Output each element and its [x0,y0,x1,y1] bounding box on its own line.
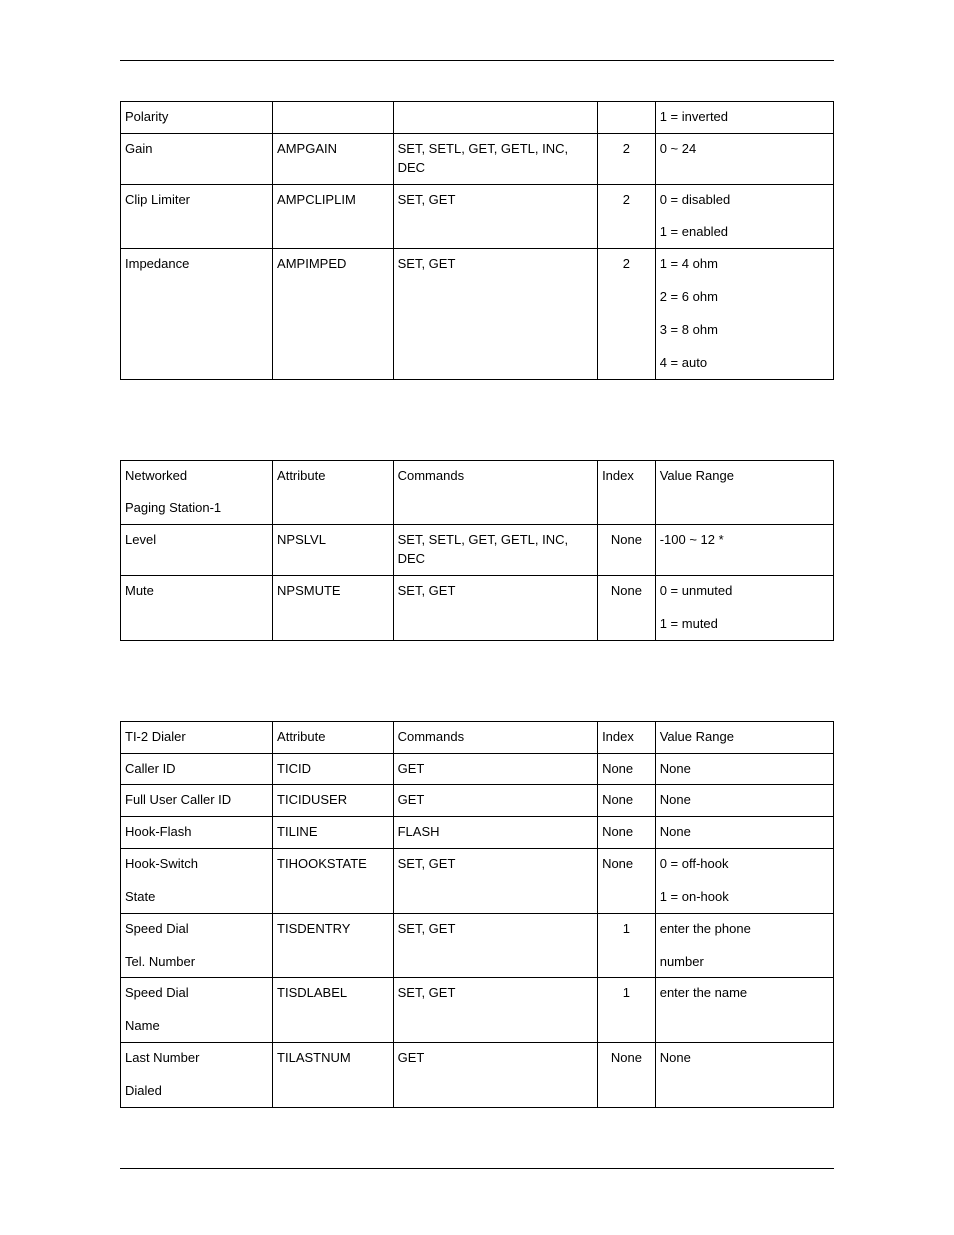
cell-name: Clip Limiter [121,184,273,249]
cell-attribute: TILASTNUM [273,1043,394,1108]
cell-value-range: None [655,817,833,849]
table-row: Full User Caller IDTICIDUSERGETNoneNone [121,785,834,817]
cell-index: None [598,849,656,914]
cell-value-range: enter the name [655,978,833,1043]
cell-value-range: None [655,785,833,817]
table-nps-body: NetworkedPaging Station-1AttributeComman… [121,460,834,640]
cell-index: None [598,575,656,640]
cell-commands: SET, GET [393,184,597,249]
cell-commands: SET, SETL, GET, GETL, INC, DEC [393,525,597,576]
cell-name: TI-2 Dialer [121,721,273,753]
cell-attribute: Attribute [273,460,394,525]
cell-name: NetworkedPaging Station-1 [121,460,273,525]
cell-value-range: Value Range [655,721,833,753]
cell-attribute: TISDLABEL [273,978,394,1043]
cell-commands: SET, SETL, GET, GETL, INC, DEC [393,133,597,184]
cell-value-range: None [655,753,833,785]
cell-name: Level [121,525,273,576]
cell-value-range: 0 = disabled1 = enabled [655,184,833,249]
cell-commands: GET [393,1043,597,1108]
cell-attribute: TICIDUSER [273,785,394,817]
cell-attribute: AMPGAIN [273,133,394,184]
cell-value-range: None [655,1043,833,1108]
cell-commands: GET [393,753,597,785]
table-row: LevelNPSLVLSET, SETL, GET, GETL, INC, DE… [121,525,834,576]
cell-attribute: NPSLVL [273,525,394,576]
table-row: TI-2 DialerAttributeCommandsIndexValue R… [121,721,834,753]
table-row: MuteNPSMUTESET, GETNone0 = unmuted1 = mu… [121,575,834,640]
cell-commands: SET, GET [393,978,597,1043]
cell-index: Index [598,460,656,525]
cell-commands: Commands [393,721,597,753]
cell-index: 2 [598,133,656,184]
cell-name: Mute [121,575,273,640]
cell-name: Speed DialTel. Number [121,913,273,978]
cell-commands: GET [393,785,597,817]
cell-index: None [598,785,656,817]
cell-value-range: 0 = unmuted1 = muted [655,575,833,640]
table-ti2-body: TI-2 DialerAttributeCommandsIndexValue R… [121,721,834,1107]
cell-name: Last NumberDialed [121,1043,273,1108]
cell-commands: Commands [393,460,597,525]
table-row: Last NumberDialedTILASTNUMGETNoneNone [121,1043,834,1108]
cell-attribute [273,102,394,134]
cell-index: None [598,817,656,849]
cell-commands: FLASH [393,817,597,849]
cell-index: None [598,525,656,576]
cell-attribute: TICID [273,753,394,785]
cell-value-range: 0 ~ 24 [655,133,833,184]
cell-index: Index [598,721,656,753]
table-row: Caller IDTICIDGETNoneNone [121,753,834,785]
cell-commands: SET, GET [393,249,597,379]
table-row: Speed DialNameTISDLABELSET, GET1enter th… [121,978,834,1043]
cell-attribute: TISDENTRY [273,913,394,978]
cell-value-range: Value Range [655,460,833,525]
table-amp: Polarity1 = invertedGainAMPGAINSET, SETL… [120,101,834,380]
table-row: Polarity 1 = inverted [121,102,834,134]
table-row: NetworkedPaging Station-1AttributeComman… [121,460,834,525]
bottom-rule [120,1168,834,1169]
cell-attribute: Attribute [273,721,394,753]
table-row: Clip LimiterAMPCLIPLIMSET, GET20 = disab… [121,184,834,249]
cell-index: None [598,1043,656,1108]
cell-index: 1 [598,978,656,1043]
cell-value-range: -100 ~ 12 * [655,525,833,576]
cell-value-range: 1 = 4 ohm2 = 6 ohm3 = 8 ohm4 = auto [655,249,833,379]
cell-value-range: enter the phonenumber [655,913,833,978]
cell-index: 2 [598,184,656,249]
cell-attribute: AMPIMPED [273,249,394,379]
cell-attribute: NPSMUTE [273,575,394,640]
table-row: ImpedanceAMPIMPEDSET, GET21 = 4 ohm2 = 6… [121,249,834,379]
cell-name: Hook-Flash [121,817,273,849]
cell-name: Impedance [121,249,273,379]
table-row: Hook-FlashTILINEFLASHNoneNone [121,817,834,849]
cell-name: Caller ID [121,753,273,785]
cell-attribute: AMPCLIPLIM [273,184,394,249]
table-row: Speed DialTel. NumberTISDENTRYSET, GET1e… [121,913,834,978]
table-row: Hook-SwitchStateTIHOOKSTATESET, GETNone0… [121,849,834,914]
cell-commands: SET, GET [393,913,597,978]
cell-name: Polarity [121,102,273,134]
table-nps: NetworkedPaging Station-1AttributeComman… [120,460,834,641]
cell-name: Speed DialName [121,978,273,1043]
cell-name: Gain [121,133,273,184]
cell-value-range: 1 = inverted [655,102,833,134]
cell-index: None [598,753,656,785]
cell-index: 1 [598,913,656,978]
table-amp-body: Polarity1 = invertedGainAMPGAINSET, SETL… [121,102,834,380]
cell-commands: SET, GET [393,575,597,640]
cell-attribute: TILINE [273,817,394,849]
cell-name: Full User Caller ID [121,785,273,817]
cell-name: Hook-SwitchState [121,849,273,914]
cell-commands [393,102,597,134]
cell-index: 2 [598,249,656,379]
cell-value-range: 0 = off-hook1 = on-hook [655,849,833,914]
cell-attribute: TIHOOKSTATE [273,849,394,914]
cell-index [598,102,656,134]
cell-commands: SET, GET [393,849,597,914]
table-ti2: TI-2 DialerAttributeCommandsIndexValue R… [120,721,834,1108]
table-row: GainAMPGAINSET, SETL, GET, GETL, INC, DE… [121,133,834,184]
